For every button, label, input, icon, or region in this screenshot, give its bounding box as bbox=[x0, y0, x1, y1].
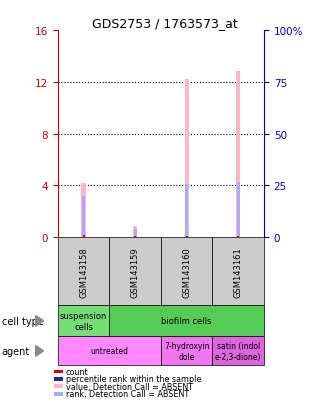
Bar bbox=[82, 196, 85, 237]
Text: value, Detection Call = ABSENT: value, Detection Call = ABSENT bbox=[66, 382, 193, 391]
Bar bbox=[236, 72, 240, 237]
Text: count: count bbox=[66, 367, 89, 376]
Text: agent: agent bbox=[2, 346, 30, 356]
Bar bbox=[82, 236, 84, 237]
Text: percentile rank within the sample: percentile rank within the sample bbox=[66, 375, 201, 383]
Text: cell type: cell type bbox=[2, 316, 44, 326]
Text: untreated: untreated bbox=[90, 347, 128, 356]
Bar bbox=[184, 79, 189, 237]
Text: biofilm cells: biofilm cells bbox=[161, 317, 212, 325]
Text: GSM143160: GSM143160 bbox=[182, 246, 191, 297]
Bar bbox=[134, 236, 136, 237]
Text: rank, Detection Call = ABSENT: rank, Detection Call = ABSENT bbox=[66, 389, 189, 398]
Bar bbox=[133, 226, 137, 237]
Bar bbox=[237, 183, 240, 237]
Bar bbox=[134, 229, 137, 237]
Text: satin (indol
e-2,3-dione): satin (indol e-2,3-dione) bbox=[215, 342, 261, 361]
Text: 7-hydroxyin
dole: 7-hydroxyin dole bbox=[164, 342, 210, 361]
Bar bbox=[82, 183, 85, 237]
Bar bbox=[237, 236, 239, 237]
Text: GSM143158: GSM143158 bbox=[79, 246, 88, 297]
Text: suspension
cells: suspension cells bbox=[60, 311, 107, 331]
Bar bbox=[185, 185, 188, 237]
Text: GDS2753 / 1763573_at: GDS2753 / 1763573_at bbox=[92, 17, 238, 29]
Bar bbox=[185, 236, 188, 237]
Text: GSM143159: GSM143159 bbox=[131, 246, 140, 297]
Text: GSM143161: GSM143161 bbox=[234, 246, 243, 297]
